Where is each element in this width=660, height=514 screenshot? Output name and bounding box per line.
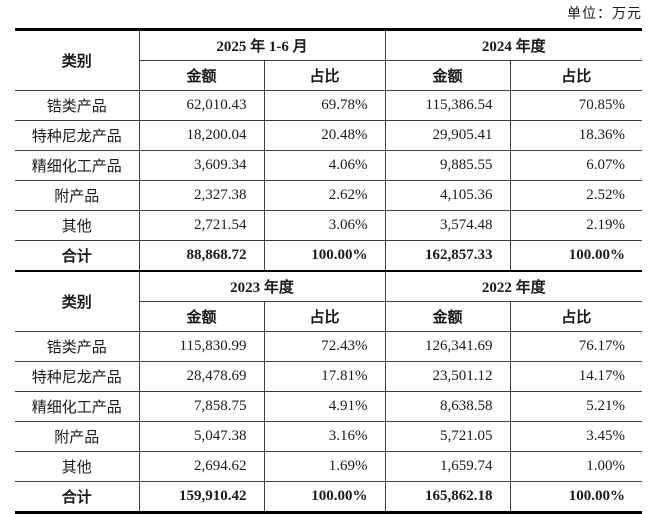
total-row: 合计 159,910.42 100.00% 165,862.18 100.00% (15, 481, 643, 513)
amount-cell: 115,386.54 (384, 90, 510, 121)
total-amount-cell: 165,862.18 (384, 481, 511, 513)
table-row: 特种尼龙产品 28,478.69 17.81% 23,501.12 14.17% (15, 361, 643, 392)
table-row: 锆类产品 62,010.43 69.78% 115,386.54 70.85% (15, 90, 643, 121)
ratio-cell: 2.19% (509, 210, 643, 241)
category-cell: 锆类产品 (15, 331, 139, 362)
subheader-amount: 金额 (384, 60, 510, 91)
table-row: 附产品 5,047.38 3.16% 5,721.05 3.45% (15, 421, 643, 452)
ratio-cell: 72.43% (263, 331, 386, 362)
period-header-row: 类别 2023 年度 2022 年度 (15, 271, 643, 332)
subheader-ratio: 占比 (509, 60, 643, 91)
category-cell: 锆类产品 (15, 90, 139, 121)
amount-cell: 23,501.12 (384, 361, 511, 392)
ratio-cell: 3.06% (263, 210, 385, 241)
amount-cell: 1,659.74 (384, 451, 511, 482)
table-row: 精细化工产品 7,858.75 4.91% 8,638.58 5.21% (15, 391, 643, 422)
table-row: 特种尼龙产品 18,200.04 20.48% 29,905.41 18.36% (15, 120, 643, 151)
category-cell: 特种尼龙产品 (15, 120, 139, 151)
period-header-2024: 2024 年度 (384, 29, 643, 61)
category-cell: 精细化工产品 (15, 391, 139, 422)
subheader-amount: 金额 (138, 60, 264, 91)
ratio-cell: 4.91% (263, 391, 386, 422)
table-row: 精细化工产品 3,609.34 4.06% 9,885.55 6.07% (15, 150, 643, 181)
unit-label: 单位：万元 (567, 7, 642, 22)
ratio-cell: 6.07% (509, 150, 643, 181)
amount-cell: 5,721.05 (384, 421, 511, 452)
total-label: 合计 (61, 490, 92, 506)
ratio-cell: 2.62% (263, 180, 385, 211)
ratio-cell: 3.45% (509, 421, 643, 452)
table-row: 其他 2,694.62 1.69% 1,659.74 1.00% (15, 451, 643, 482)
ratio-cell: 20.48% (263, 120, 385, 151)
amount-cell: 7,858.75 (138, 391, 264, 422)
period-header-row: 类别 2025 年 1-6 月 2024 年度 (15, 29, 643, 91)
ratio-cell: 1.69% (263, 451, 386, 482)
amount-cell: 9,885.55 (384, 150, 510, 181)
total-amount-cell: 162,857.33 (384, 240, 510, 270)
category-header: 类别 (15, 29, 139, 91)
period-header-2022: 2022 年度 (384, 271, 643, 302)
revenue-table-2025-2024: 类别 2025 年 1-6 月 2024 年度 金额 占比 金额 占比 锆类产品… (15, 28, 643, 270)
period-header-2023: 2023 年度 (138, 271, 386, 302)
category-cell: 精细化工产品 (15, 150, 139, 181)
total-row: 合计 88,868.72 100.00% 162,857.33 100.00% (15, 240, 643, 270)
amount-cell: 3,609.34 (138, 150, 264, 181)
category-cell: 附产品 (15, 421, 139, 452)
total-amount-cell: 88,868.72 (138, 240, 264, 270)
subheader-row: 金额 占比 金额 占比 (15, 60, 643, 91)
ratio-cell: 1.00% (509, 451, 643, 482)
total-ratio-cell: 100.00% (263, 481, 386, 513)
table-row: 其他 2,721.54 3.06% 3,574.48 2.19% (15, 210, 643, 241)
category-cell: 其他 (15, 210, 139, 241)
total-ratio-cell: 100.00% (263, 240, 385, 270)
subheader-amount: 金额 (138, 301, 264, 332)
ratio-cell: 69.78% (263, 90, 385, 121)
subheader-ratio: 占比 (263, 60, 385, 91)
period-header-2025: 2025 年 1-6 月 (138, 29, 385, 61)
subheader-ratio: 占比 (263, 301, 386, 332)
amount-cell: 62,010.43 (138, 90, 264, 121)
ratio-cell: 70.85% (509, 90, 643, 121)
amount-cell: 18,200.04 (138, 120, 264, 151)
ratio-cell: 76.17% (509, 331, 643, 362)
amount-cell: 4,105.36 (384, 180, 510, 211)
category-cell: 特种尼龙产品 (15, 361, 139, 392)
total-amount-cell: 159,910.42 (138, 481, 264, 513)
amount-cell: 2,721.54 (138, 210, 264, 241)
category-header: 类别 (15, 271, 139, 332)
ratio-cell: 3.16% (263, 421, 386, 452)
amount-cell: 28,478.69 (138, 361, 264, 392)
ratio-cell: 2.52% (509, 180, 643, 211)
ratio-cell: 5.21% (509, 391, 643, 422)
amount-cell: 29,905.41 (384, 120, 510, 151)
ratio-cell: 17.81% (263, 361, 386, 392)
table-row: 锆类产品 115,830.99 72.43% 126,341.69 76.17% (15, 331, 643, 362)
amount-cell: 2,327.38 (138, 180, 264, 211)
subheader-row: 金额 占比 金额 占比 (15, 301, 643, 332)
total-label: 合计 (61, 249, 92, 265)
category-cell: 附产品 (15, 180, 139, 211)
total-ratio-cell: 100.00% (509, 481, 643, 513)
revenue-table-2023-2022: 类别 2023 年度 2022 年度 金额 占比 金额 占比 锆类产品 115,… (15, 270, 643, 514)
amount-cell: 3,574.48 (384, 210, 510, 241)
ratio-cell: 14.17% (509, 361, 643, 392)
subheader-amount: 金额 (384, 301, 511, 332)
ratio-cell: 4.06% (263, 150, 385, 181)
subheader-ratio: 占比 (509, 301, 643, 332)
ratio-cell: 18.36% (509, 120, 643, 151)
amount-cell: 126,341.69 (384, 331, 511, 362)
amount-cell: 115,830.99 (138, 331, 264, 362)
amount-cell: 5,047.38 (138, 421, 264, 452)
table-row: 附产品 2,327.38 2.62% 4,105.36 2.52% (15, 180, 643, 211)
category-cell: 其他 (15, 451, 139, 482)
amount-cell: 8,638.58 (384, 391, 511, 422)
amount-cell: 2,694.62 (138, 451, 264, 482)
total-ratio-cell: 100.00% (509, 240, 643, 270)
